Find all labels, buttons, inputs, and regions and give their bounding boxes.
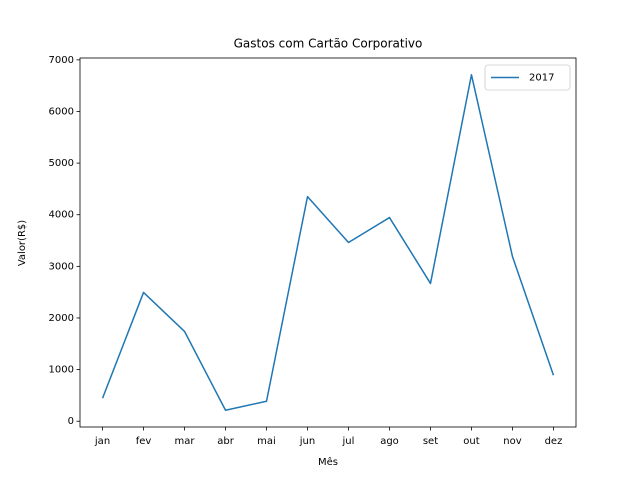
x-tick-label: nov (503, 436, 521, 447)
y-tick-label: 3000 (49, 261, 74, 272)
y-tick-label: 5000 (49, 158, 74, 169)
x-tick-label: mar (175, 436, 196, 447)
line-series (101, 74, 555, 411)
x-axis-label: Mês (318, 456, 338, 468)
y-tick-label: 0 (68, 416, 74, 427)
x-tick-label: jan (94, 436, 110, 447)
y-tick-label: 7000 (49, 55, 74, 66)
y-tick-label: 2000 (49, 313, 74, 324)
chart-title: Gastos com Cartão Corporativo (234, 37, 423, 51)
x-tick-label: mai (257, 436, 276, 447)
x-tick-label: set (423, 436, 438, 447)
y-axis-label: Valor(R$) (17, 220, 28, 266)
x-tick-label: dez (545, 436, 563, 447)
y-tick-label: 6000 (49, 106, 74, 117)
y-tick-label: 4000 (49, 210, 74, 221)
x-tick-label: out (463, 436, 479, 447)
x-tick-label: ago (380, 436, 399, 447)
x-tick-label: jun (299, 436, 315, 447)
x-tick-label: fev (136, 436, 152, 447)
x-tick-label: jul (342, 436, 355, 447)
legend-box (484, 64, 571, 91)
legend-label: 2017 (529, 73, 554, 84)
y-tick-label: 1000 (49, 365, 74, 376)
plot-frame (79, 57, 577, 428)
x-tick-label: abr (217, 436, 234, 447)
